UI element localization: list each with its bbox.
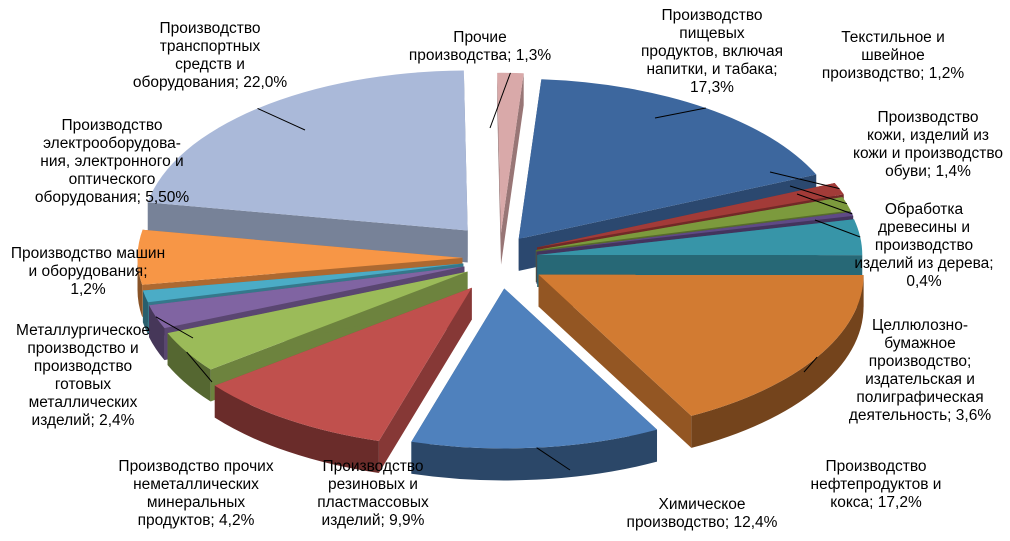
leader-line	[186, 351, 213, 383]
leader-line	[536, 447, 571, 471]
slice-label-7: Химическое производство; 12,4%	[627, 496, 778, 531]
leader-line	[489, 72, 511, 129]
leader-line	[155, 316, 194, 339]
slice-wall	[378, 287, 472, 474]
slice-label-14: Прочие производства; 1,3%	[409, 29, 551, 64]
slice-top	[137, 229, 463, 285]
slice-label-8: Производство резиновых и пластмассовых изде…	[317, 458, 429, 529]
slice-top	[142, 263, 464, 303]
pie-slice-7	[411, 288, 658, 481]
slice-wall	[538, 274, 692, 448]
slice-label-11: Производство машин и оборудования; 1,2%	[11, 245, 165, 298]
leader-line	[814, 219, 861, 238]
slice-outer-wall	[149, 305, 165, 361]
slice-top	[497, 72, 524, 233]
pie-slice-13	[147, 70, 468, 263]
slice-outer-wall	[142, 290, 148, 335]
slice-top	[537, 219, 863, 256]
slice-top	[147, 70, 468, 231]
leader-line	[769, 171, 840, 190]
pie-slice-6	[538, 274, 864, 448]
slice-label-6: Производство нефтепродуктов и кокса; 17,2%	[811, 458, 942, 511]
slice-top	[214, 287, 472, 442]
slice-top	[411, 288, 658, 449]
slice-wall	[147, 202, 468, 263]
slice-wall	[497, 72, 502, 265]
slice-wall	[501, 73, 524, 265]
slice-top	[167, 271, 468, 370]
slice-top	[149, 266, 465, 329]
slice-label-10: Металлургическое производство и производст…	[16, 322, 150, 429]
pie-slice-14	[497, 72, 524, 265]
leader-line	[803, 356, 818, 373]
slice-label-4: Обработка древесины и производство изделий …	[854, 201, 993, 290]
leader-lines-layer	[155, 72, 861, 471]
slice-label-13: Производство транспортных средств и оборудо…	[133, 20, 288, 91]
slice-wall	[149, 266, 465, 338]
slice-label-2: Текстильное и швейное производство; 1,2%	[822, 29, 964, 82]
leader-line	[789, 185, 848, 205]
slice-label-1: Производство пищевых продуктов, включая нап…	[641, 7, 783, 96]
leader-line	[257, 108, 306, 131]
slice-label-5: Целлюлозно-бумажное производство; издатель…	[849, 317, 991, 424]
slice-label-3: Производство кожи, изделий из кожи и произ…	[853, 109, 1003, 180]
slice-label-12: Производство электрооборудова-ния, электр…	[35, 117, 190, 206]
leader-line	[654, 107, 706, 119]
slices-layer	[137, 70, 864, 481]
slice-outer-wall	[691, 274, 864, 448]
slice-top	[535, 197, 851, 251]
labels-layer: Производство пищевых продуктов, включая нап…	[11, 7, 1003, 531]
slice-outer-wall	[214, 385, 379, 474]
slice-outer-wall	[137, 257, 143, 317]
slice-top	[518, 79, 817, 239]
slice-top	[537, 183, 844, 248]
slice-top	[538, 274, 864, 416]
slice-top	[536, 211, 854, 252]
slice-outer-wall	[167, 333, 211, 402]
slice-label-9: Производство прочих неметаллических минера…	[118, 458, 273, 529]
pie-slice-8	[214, 287, 472, 474]
leader-line	[796, 193, 853, 215]
slice-outer-wall	[411, 429, 658, 481]
